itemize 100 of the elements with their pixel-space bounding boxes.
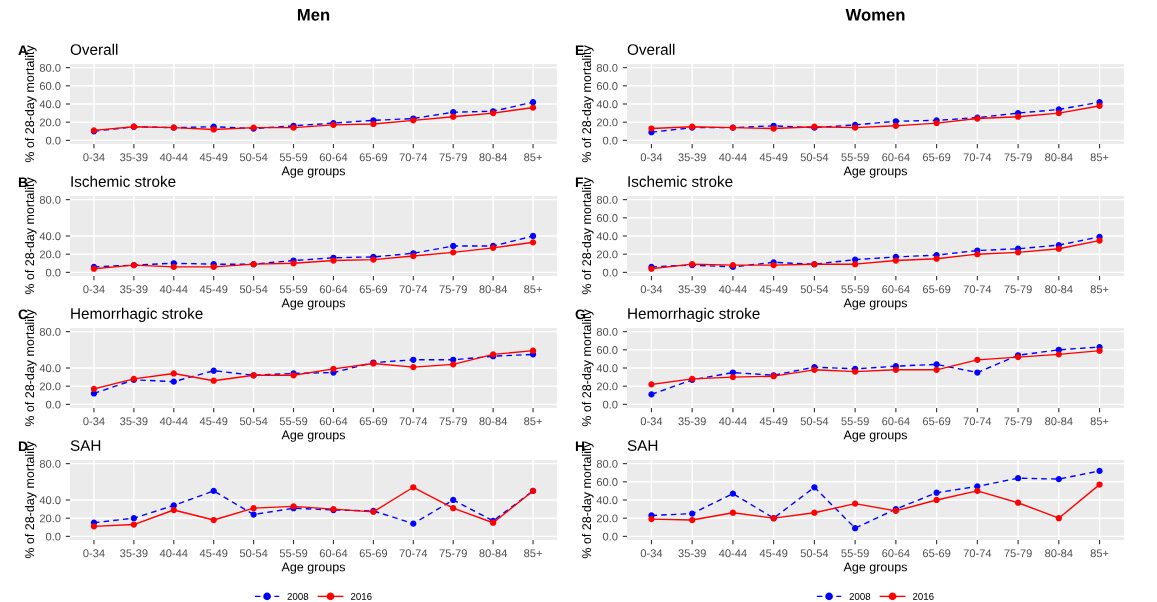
x-tick-label: 0-34: [640, 285, 663, 294]
y-tick-label: 60.0: [39, 82, 61, 90]
y-tick-label: 40.0: [596, 100, 618, 109]
x-tick-label: 60-64: [882, 285, 910, 294]
x-tick-label: 85+: [1090, 285, 1109, 294]
x-tick-label: 65-69: [359, 153, 388, 162]
y-tick-label: 20.0: [596, 118, 618, 127]
x-tick-label: 55-59: [279, 285, 308, 294]
y-tick-label: 80.0: [596, 459, 618, 468]
y-axis-title: % of 28-day mortality: [581, 177, 594, 295]
x-axis-title: Age groups: [843, 166, 908, 178]
x-tick-label: 80-84: [479, 549, 508, 558]
x-tick-label: 50-54: [800, 417, 829, 426]
x-tick-label: 0-34: [640, 549, 663, 558]
x-tick-label: 85+: [524, 285, 542, 294]
x-tick-label: 35-39: [120, 285, 148, 294]
x-tick-label: 60-64: [319, 417, 348, 426]
x-tick-label: 60-64: [882, 417, 910, 426]
x-tick-label: 40-44: [718, 549, 747, 558]
x-tick-label: 45-49: [199, 153, 228, 162]
x-tick-label: 0-34: [83, 417, 105, 426]
y-axis-title: % of 28-day mortality: [581, 45, 594, 163]
chart-subtitle: Hemorrhagic stroke: [71, 307, 203, 322]
y-tick-label: 0.0: [602, 136, 618, 145]
y-tick-label: 80.0: [596, 195, 618, 204]
x-tick-label: 75-79: [1004, 549, 1032, 558]
x-tick-label: 70-74: [963, 417, 992, 426]
legend-label: 2008: [287, 593, 309, 600]
x-tick-label: 75-79: [439, 549, 467, 558]
y-tick-label: 60.0: [596, 346, 618, 354]
text: E: [575, 45, 584, 56]
x-tick-label: 65-69: [922, 549, 951, 558]
x-tick-label: 55-59: [279, 417, 308, 426]
x-tick-label: 40-44: [159, 153, 188, 162]
x-tick-label: 45-49: [199, 417, 228, 426]
x-tick-label: 0-34: [83, 285, 105, 294]
x-axis-title: Age groups: [281, 298, 346, 310]
x-tick-label: 85+: [524, 153, 542, 162]
x-axis-title: Age groups: [843, 298, 908, 310]
x-tick-label: 45-49: [199, 285, 228, 294]
x-tick-label: 55-59: [841, 285, 869, 294]
y-tick-label: 40.0: [596, 232, 618, 241]
x-tick-label: 80-84: [1045, 549, 1073, 558]
y-tick-label: 80.0: [596, 63, 618, 72]
legend-label: 2016: [912, 593, 934, 600]
y-tick-label: 0.0: [602, 400, 618, 409]
x-tick-label: 70-74: [399, 417, 428, 426]
y-tick-label: 40.0: [39, 364, 61, 373]
x-tick-label: 55-59: [841, 153, 869, 162]
x-tick-label: 85+: [1090, 417, 1109, 426]
x-tick-label: 35-39: [120, 549, 148, 558]
x-tick-label: 80-84: [1045, 285, 1073, 294]
x-tick-label: 45-49: [759, 285, 788, 294]
x-tick-label: 35-39: [678, 153, 706, 162]
y-tick-label: 60.0: [596, 82, 618, 90]
x-axis-title: Age groups: [843, 430, 908, 442]
x-axis-title: Age groups: [281, 562, 346, 574]
y-tick-label: 0.0: [45, 400, 61, 409]
x-tick-label: 40-44: [718, 285, 747, 294]
x-tick-label: 35-39: [678, 417, 706, 426]
chart-subtitle: SAH: [627, 440, 658, 451]
x-tick-label: 80-84: [1045, 153, 1073, 162]
x-tick-label: 65-69: [359, 549, 388, 558]
chart-title: Women: [845, 9, 905, 21]
x-tick-label: 80-84: [479, 285, 508, 294]
x-tick-label: 45-49: [759, 153, 788, 162]
y-tick-label: 40.0: [39, 232, 61, 241]
x-tick-label: 80-84: [479, 417, 508, 426]
y-tick-label: 80.0: [596, 327, 618, 336]
x-tick-label: 70-74: [399, 153, 428, 162]
x-tick-label: 45-49: [759, 417, 788, 426]
y-tick-label: 0.0: [45, 532, 61, 541]
y-tick-label: 80.0: [39, 327, 61, 336]
x-tick-label: 75-79: [439, 153, 467, 162]
x-axis-title: Age groups: [281, 430, 346, 442]
chart-subtitle: Overall: [627, 43, 675, 55]
x-tick-label: 85+: [524, 417, 542, 426]
y-tick-label: 0.0: [45, 268, 61, 277]
x-tick-label: 85+: [524, 549, 542, 558]
x-tick-label: 0-34: [83, 549, 105, 558]
chart-subtitle: Ischemic stroke: [71, 175, 176, 187]
x-tick-label: 40-44: [159, 285, 188, 294]
x-tick-label: 60-64: [882, 153, 910, 162]
x-tick-label: 35-39: [678, 549, 706, 558]
y-tick-label: 20.0: [39, 250, 61, 259]
y-tick-label: 80.0: [39, 195, 61, 204]
x-tick-label: 80-84: [479, 153, 508, 162]
text: F: [575, 177, 583, 188]
chart-subtitle: Overall: [70, 43, 118, 55]
x-tick-label: 0-34: [83, 153, 105, 162]
chart-subtitle: SAH: [70, 440, 101, 451]
x-tick-label: 70-74: [963, 153, 992, 162]
x-tick-label: 35-39: [120, 417, 148, 426]
y-tick-label: 0.0: [45, 136, 61, 145]
x-tick-label: 75-79: [1004, 285, 1032, 294]
x-tick-label: 40-44: [159, 549, 188, 558]
x-tick-label: 75-79: [439, 417, 467, 426]
x-tick-label: 40-44: [718, 417, 747, 426]
legend-label: 2008: [849, 593, 871, 600]
x-tick-label: 65-69: [359, 417, 388, 426]
